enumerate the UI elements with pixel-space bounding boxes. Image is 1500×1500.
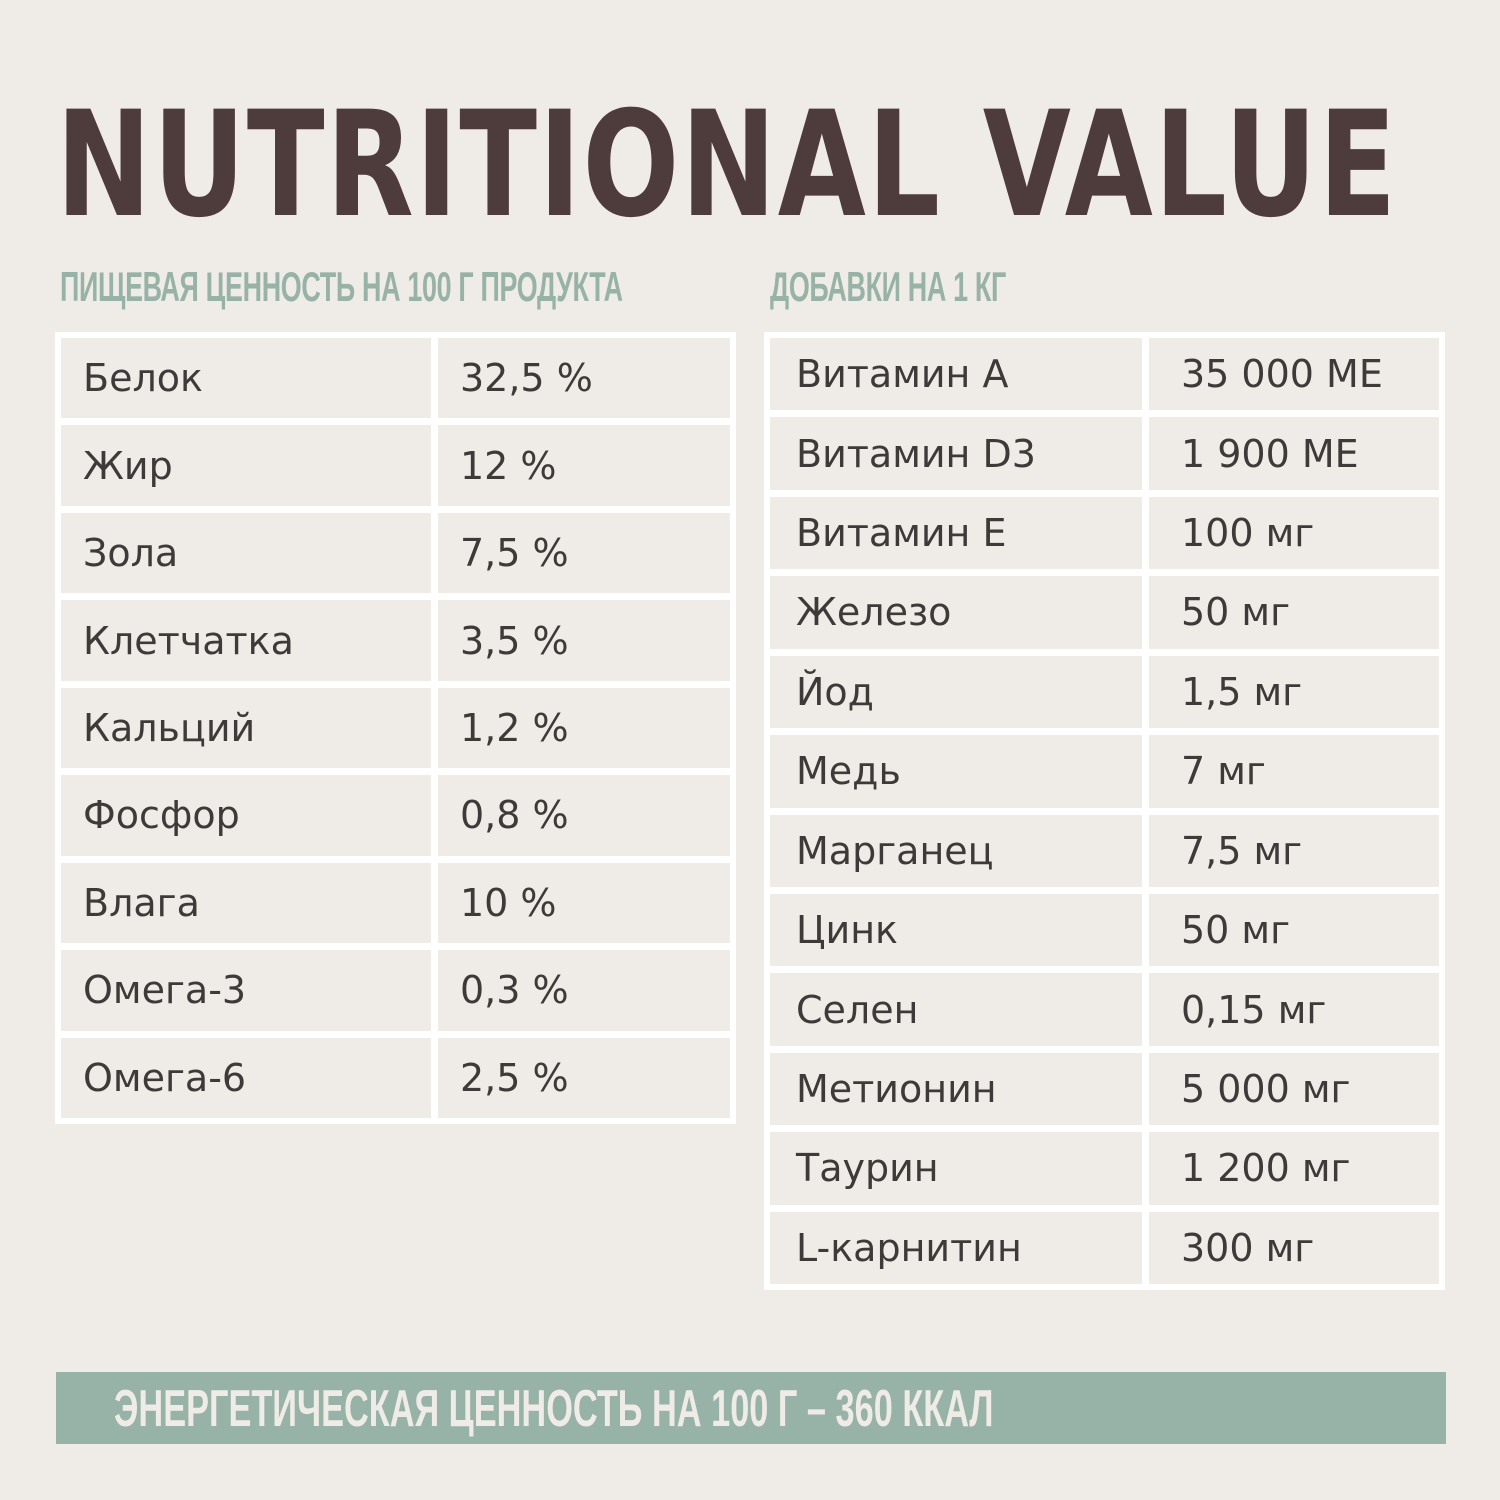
- additive-name: Селен: [770, 973, 1142, 1046]
- additive-value: 0,15 мг: [1149, 973, 1439, 1046]
- nutrient-name: Зола: [61, 512, 431, 594]
- nutrient-name: Белок: [61, 338, 431, 419]
- energy-value-banner: ЭНЕРГЕТИЧЕСКАЯ ЦЕННОСТЬ НА 100 Г – 360 К…: [56, 1372, 1446, 1444]
- table-row: Жир 12 %: [61, 425, 730, 506]
- table-row: Омега-3 0,3 %: [61, 950, 730, 1031]
- additive-name: Витамин А: [770, 338, 1142, 411]
- additive-value: 7 мг: [1149, 735, 1439, 808]
- additive-value: 35 000 МЕ: [1149, 338, 1439, 411]
- nutrient-value: 2,5 %: [438, 1037, 730, 1118]
- table-row: Фосфор 0,8 %: [61, 775, 730, 856]
- nutrient-value: 3,5 %: [438, 600, 730, 681]
- table-row: L-карнитин 300 мг: [770, 1211, 1439, 1285]
- table-row: Таурин 1 200 мг: [770, 1132, 1439, 1205]
- nutrient-name: Омега-6: [61, 1037, 431, 1118]
- additive-name: Витамин Е: [770, 496, 1142, 570]
- nutrient-name: Жир: [61, 425, 431, 506]
- nutrient-name: Влага: [61, 862, 431, 944]
- page-title: NUTRITIONAL VALUE: [56, 80, 1398, 250]
- additive-name: Йод: [770, 655, 1142, 729]
- table-row: Железо 50 мг: [770, 576, 1439, 649]
- additive-name: Таурин: [770, 1132, 1142, 1205]
- nutrition-table-heading: ПИЩЕВАЯ ЦЕННОСТЬ НА 100 Г ПРОДУКТА: [60, 263, 623, 310]
- additive-name: Железо: [770, 576, 1142, 649]
- additive-name: Метионин: [770, 1052, 1142, 1126]
- nutrition-table: Белок 32,5 % Жир 12 % Зола 7,5 % Клетчат…: [55, 332, 736, 1124]
- additive-value: 100 мг: [1149, 496, 1439, 570]
- nutrient-name: Клетчатка: [61, 600, 431, 681]
- nutrient-value: 10 %: [438, 862, 730, 944]
- nutrient-value: 32,5 %: [438, 338, 730, 419]
- nutrient-value: 12 %: [438, 425, 730, 506]
- energy-value-text: ЭНЕРГЕТИЧЕСКАЯ ЦЕННОСТЬ НА 100 Г – 360 К…: [114, 1380, 994, 1438]
- nutrient-name: Омега-3: [61, 950, 431, 1031]
- additive-name: Витамин D3: [770, 417, 1142, 490]
- additive-value: 1,5 мг: [1149, 655, 1439, 729]
- table-row: Витамин А 35 000 МЕ: [770, 338, 1439, 411]
- additive-value: 5 000 мг: [1149, 1052, 1439, 1126]
- nutrient-value: 7,5 %: [438, 512, 730, 594]
- table-row: Белок 32,5 %: [61, 338, 730, 419]
- table-row: Медь 7 мг: [770, 735, 1439, 808]
- nutrient-name: Кальций: [61, 687, 431, 769]
- additive-value: 300 мг: [1149, 1211, 1439, 1285]
- additive-name: Цинк: [770, 893, 1142, 967]
- additive-value: 50 мг: [1149, 893, 1439, 967]
- nutrient-value: 0,8 %: [438, 775, 730, 856]
- additive-name: L-карнитин: [770, 1211, 1142, 1285]
- additives-table: Витамин А 35 000 МЕ Витамин D3 1 900 МЕ …: [764, 332, 1445, 1290]
- additive-value: 50 мг: [1149, 576, 1439, 649]
- table-row: Кальций 1,2 %: [61, 687, 730, 769]
- table-row: Марганец 7,5 мг: [770, 814, 1439, 887]
- additive-value: 1 900 МЕ: [1149, 417, 1439, 490]
- table-row: Селен 0,15 мг: [770, 973, 1439, 1046]
- additive-name: Медь: [770, 735, 1142, 808]
- table-row: Витамин D3 1 900 МЕ: [770, 417, 1439, 490]
- table-row: Витамин Е 100 мг: [770, 496, 1439, 570]
- additive-name: Марганец: [770, 814, 1142, 887]
- table-row: Йод 1,5 мг: [770, 655, 1439, 729]
- additives-table-heading: ДОБАВКИ НА 1 КГ: [770, 263, 1006, 310]
- table-row: Цинк 50 мг: [770, 893, 1439, 967]
- table-row: Влага 10 %: [61, 862, 730, 944]
- table-row: Омега-6 2,5 %: [61, 1037, 730, 1118]
- table-row: Метионин 5 000 мг: [770, 1052, 1439, 1126]
- nutrient-name: Фосфор: [61, 775, 431, 856]
- table-row: Зола 7,5 %: [61, 512, 730, 594]
- additive-value: 1 200 мг: [1149, 1132, 1439, 1205]
- table-row: Клетчатка 3,5 %: [61, 600, 730, 681]
- nutrient-value: 1,2 %: [438, 687, 730, 769]
- additive-value: 7,5 мг: [1149, 814, 1439, 887]
- nutrient-value: 0,3 %: [438, 950, 730, 1031]
